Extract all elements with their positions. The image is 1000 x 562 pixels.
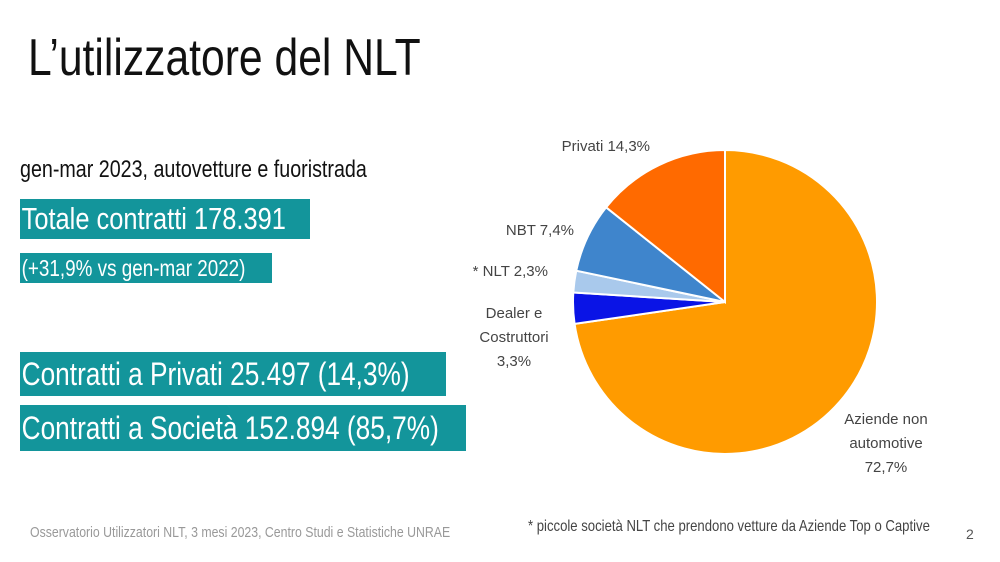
pie-label-1: Dealer e Costruttori 3,3%	[479, 305, 548, 370]
pie-label-4: Privati 14,3%	[562, 138, 650, 155]
pie-label-3: NBT 7,4%	[506, 222, 574, 239]
subtitle: gen-mar 2023, autovetture e fuoristrada	[20, 156, 443, 184]
page-title: L’utilizzatore del NLT	[28, 29, 421, 87]
pie-label-0: Aziende non automotive 72,7%	[844, 411, 927, 476]
total-contracts: Totale contratti 178.391	[21, 201, 286, 236]
private-contracts: Contratti a Privati 25.497 (14,3%)	[21, 356, 410, 392]
pie-slice-4	[604, 148, 726, 305]
subtitle-text: gen-mar 2023, autovetture e fuoristrada	[20, 156, 367, 183]
company-contracts: Contratti a Società 152.894 (85,7%)	[21, 410, 439, 446]
yoy-change: (+31,9% vs gen-mar 2022)	[21, 255, 246, 281]
source-note: Osservatorio Utilizzatori NLT, 3 mesi 20…	[30, 524, 542, 541]
page-number: 2	[966, 526, 974, 542]
footnote: * piccole società NLT che prendono vettu…	[528, 518, 1000, 536]
total-contracts-box: Totale contratti 178.391	[20, 199, 310, 239]
source-text: Osservatorio Utilizzatori NLT, 3 mesi 20…	[30, 524, 451, 541]
yoy-change-box: (+31,9% vs gen-mar 2022)	[20, 253, 272, 283]
footnote-text: * piccole società NLT che prendono vettu…	[528, 518, 930, 535]
private-contracts-box: Contratti a Privati 25.497 (14,3%)	[20, 352, 446, 396]
company-contracts-box: Contratti a Società 152.894 (85,7%)	[20, 405, 466, 451]
pie-label-2: * NLT 2,3%	[473, 263, 548, 280]
